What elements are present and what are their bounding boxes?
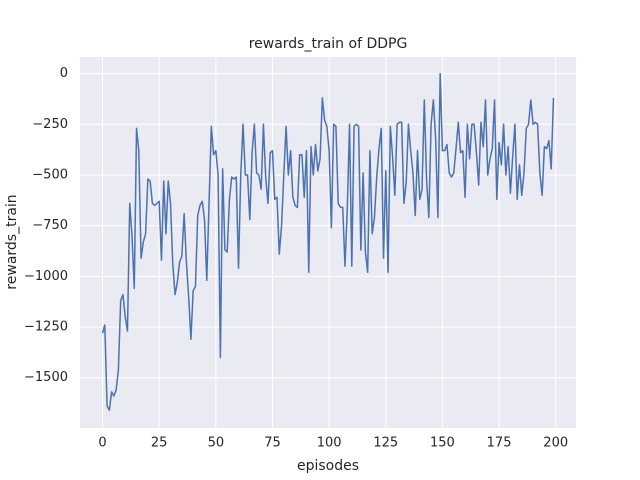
plot-area <box>80 57 576 428</box>
x-tick-label: 25 <box>151 436 168 451</box>
y-tick-label: −250 <box>32 117 68 132</box>
line-series <box>101 72 555 411</box>
y-tick-label: −750 <box>32 218 68 233</box>
x-tick-label: 75 <box>264 436 281 451</box>
y-tick-label: −1500 <box>24 370 68 385</box>
y-axis-label: rewards_train <box>4 194 20 289</box>
x-axis-label: episodes <box>297 458 359 474</box>
x-tick-label: 0 <box>98 436 106 451</box>
x-tick-label: 150 <box>430 436 455 451</box>
x-tick-label: 200 <box>543 436 568 451</box>
x-tick-label: 125 <box>373 436 398 451</box>
y-tick-label: −1000 <box>24 269 68 284</box>
y-tick-label: −500 <box>32 167 68 182</box>
x-tick-label: 100 <box>317 436 342 451</box>
y-tick-label: −1250 <box>24 320 68 335</box>
x-tick-label: 175 <box>487 436 512 451</box>
chart-title: rewards_train of DDPG <box>249 36 408 52</box>
y-tick-label: 0 <box>60 66 68 81</box>
x-tick-label: 50 <box>208 436 225 451</box>
